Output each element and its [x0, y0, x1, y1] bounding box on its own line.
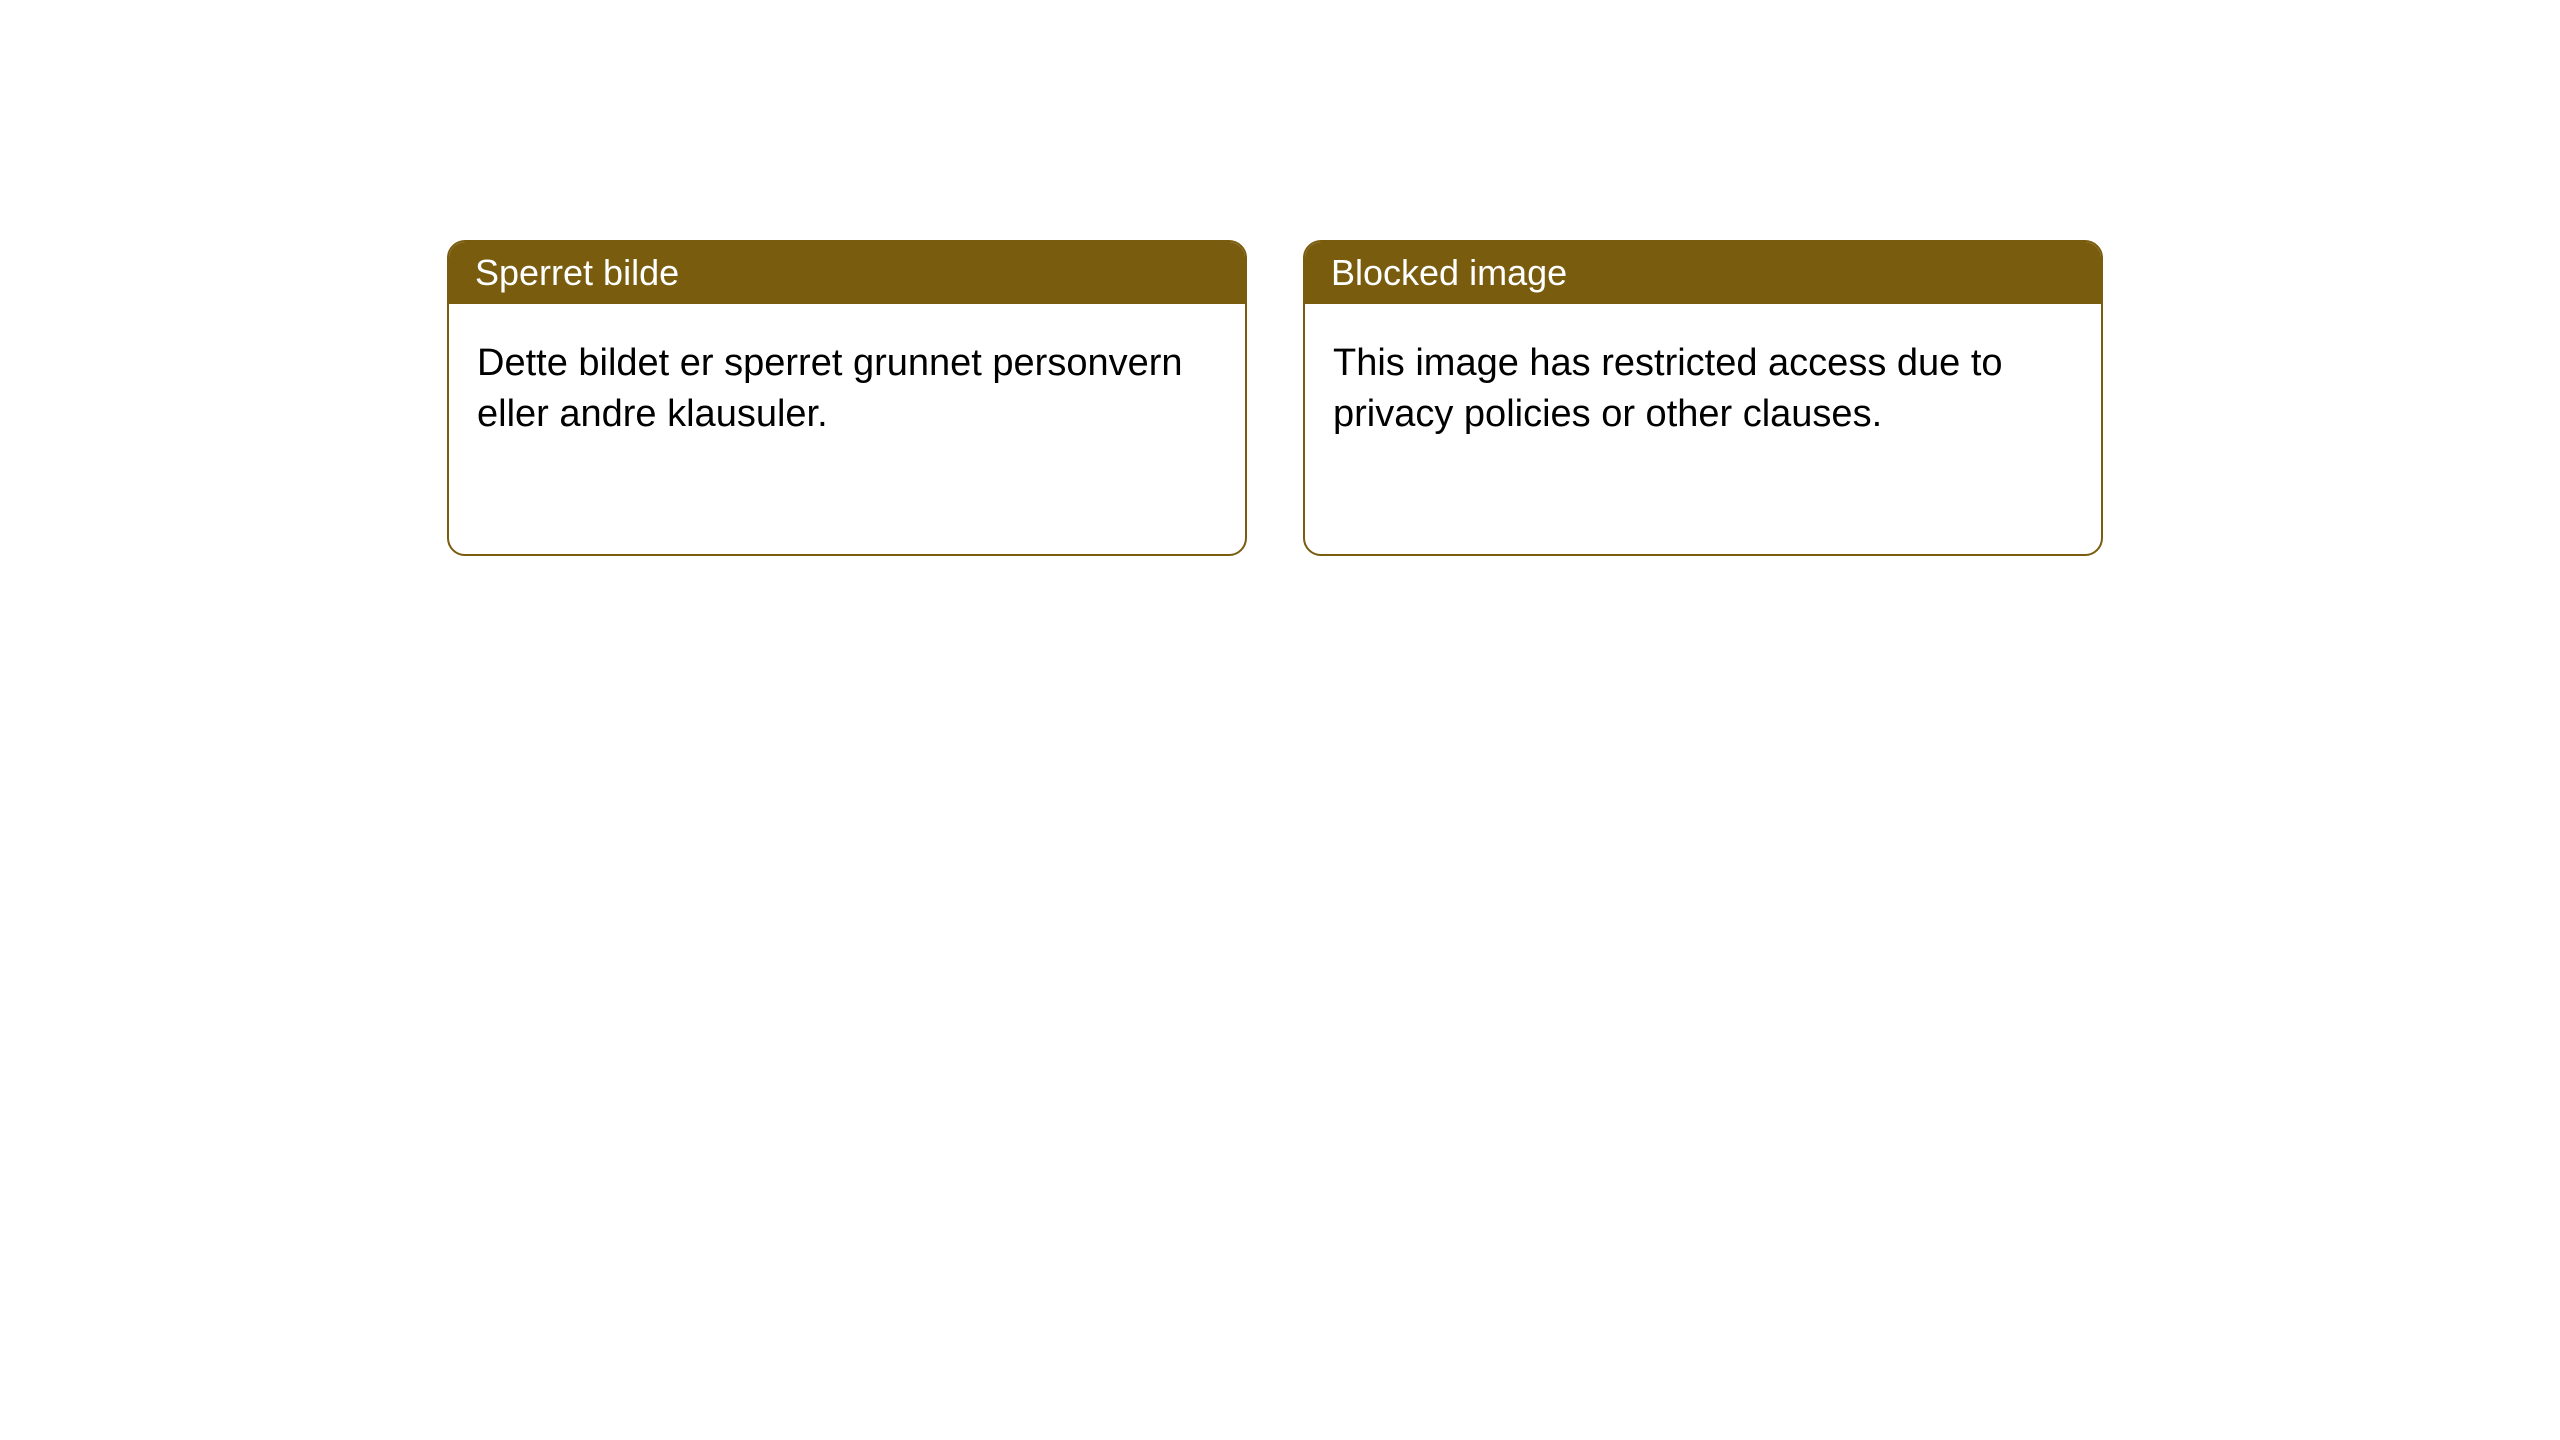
notice-body-no: Dette bildet er sperret grunnet personve…: [449, 304, 1245, 554]
notice-header-no: Sperret bilde: [449, 242, 1245, 304]
notice-body-en: This image has restricted access due to …: [1305, 304, 2101, 554]
notice-box-no: Sperret bilde Dette bildet er sperret gr…: [447, 240, 1247, 556]
notice-header-en: Blocked image: [1305, 242, 2101, 304]
notice-box-en: Blocked image This image has restricted …: [1303, 240, 2103, 556]
notice-container: Sperret bilde Dette bildet er sperret gr…: [447, 240, 2103, 556]
